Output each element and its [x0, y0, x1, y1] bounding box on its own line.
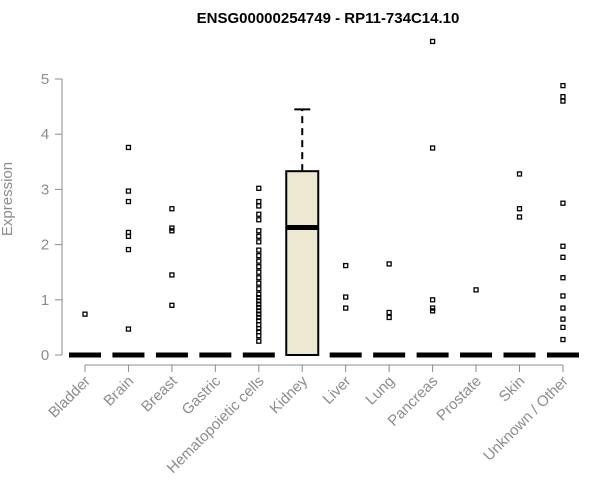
outlier-point: [386, 309, 392, 316]
box-group: [546, 82, 579, 358]
outlier-point: [256, 258, 262, 264]
outlier-point: [169, 228, 175, 234]
outlier-point: [429, 145, 436, 151]
outlier-point: [560, 98, 566, 104]
outlier-point: [125, 198, 132, 205]
box-group: [112, 144, 145, 358]
y-tick-label: 4: [41, 126, 49, 143]
box-group: [69, 311, 101, 358]
outlier-point: [560, 336, 566, 343]
outlier-point: [256, 338, 262, 344]
x-tick-label: Brain: [100, 373, 137, 410]
outlier-point: [429, 38, 436, 45]
outlier-point: [256, 301, 262, 307]
outlier-point: [429, 305, 436, 311]
outlier-point: [256, 291, 262, 297]
y-tick-label: 1: [41, 292, 49, 309]
x-tick-label: Prostate: [433, 373, 485, 425]
box-body: [285, 170, 320, 356]
outlier-point: [429, 297, 436, 303]
x-tick-label: Bladder: [45, 373, 94, 422]
outlier-point: [256, 280, 262, 286]
box-group: [503, 171, 536, 358]
outlier-point: [386, 314, 392, 321]
outlier-point: [343, 262, 349, 269]
box-group: [460, 287, 493, 358]
outlier-point: [343, 294, 349, 300]
outlier-point: [256, 304, 262, 311]
outlier-point: [256, 239, 262, 245]
outlier-point: [125, 144, 132, 151]
outlier-point: [169, 206, 175, 212]
box-group: [242, 185, 275, 358]
x-tick-label: Kidney: [267, 372, 312, 417]
outlier-point: [256, 329, 262, 335]
outlier-point: [516, 214, 523, 220]
outlier-point: [560, 82, 566, 89]
outlier-point: [82, 311, 88, 317]
outlier-point: [256, 211, 262, 217]
y-tick-label: 0: [41, 347, 49, 364]
outlier-point: [560, 200, 566, 206]
x-tick-label: Breast: [138, 372, 181, 415]
outlier-point: [169, 272, 175, 278]
outlier-point: [256, 198, 262, 205]
outlier-point: [125, 246, 132, 253]
box-group: [329, 262, 362, 358]
outlier-point: [560, 324, 566, 331]
outlier-point: [256, 217, 262, 223]
outlier-point: [560, 275, 566, 281]
outlier-point: [256, 247, 262, 253]
plot-area: [69, 38, 579, 358]
x-tick-label: Skin: [496, 373, 529, 406]
outlier-point: [256, 252, 262, 259]
y-tick-label: 3: [41, 181, 49, 198]
box-group: [416, 38, 449, 358]
box-group: [155, 206, 188, 358]
x-tick-label: Lung: [362, 373, 398, 409]
outlier-point: [125, 326, 132, 332]
outlier-point: [256, 233, 262, 239]
outlier-point: [560, 293, 566, 299]
outlier-point: [256, 269, 262, 275]
outlier-point: [560, 254, 566, 260]
outlier-point: [560, 94, 566, 100]
outlier-point: [125, 229, 132, 236]
outlier-point: [473, 287, 479, 293]
outlier-point: [256, 308, 262, 314]
outlier-point: [169, 302, 175, 308]
outlier-point: [169, 225, 175, 231]
outlier-point: [125, 188, 132, 194]
outlier-point: [256, 185, 262, 191]
y-tick-label: 5: [41, 71, 49, 88]
outlier-point: [256, 298, 262, 304]
outlier-point: [560, 305, 566, 311]
box-group: [373, 261, 406, 358]
outlier-point: [256, 314, 262, 321]
chart-title: ENSG00000254749 - RP11-734C14.10: [197, 10, 460, 27]
outlier-point: [256, 294, 262, 301]
box-group: [285, 108, 320, 356]
outlier-point: [560, 243, 566, 249]
outlier-point: [256, 318, 262, 324]
outlier-point: [429, 308, 436, 314]
outlier-point: [256, 275, 262, 281]
y-tick-label: 2: [41, 237, 49, 254]
outlier-point: [256, 203, 262, 209]
outlier-point: [516, 206, 523, 212]
outlier-point: [516, 171, 523, 177]
outlier-point: [256, 228, 262, 234]
outlier-point: [560, 316, 566, 322]
outlier-point: [256, 286, 262, 292]
x-tick-label: Liver: [320, 373, 355, 408]
outlier-point: [386, 261, 392, 267]
outlier-point: [256, 311, 262, 317]
y-axis-label: Expression: [0, 162, 16, 236]
outlier-point: [256, 264, 262, 270]
outlier-point: [343, 305, 349, 311]
